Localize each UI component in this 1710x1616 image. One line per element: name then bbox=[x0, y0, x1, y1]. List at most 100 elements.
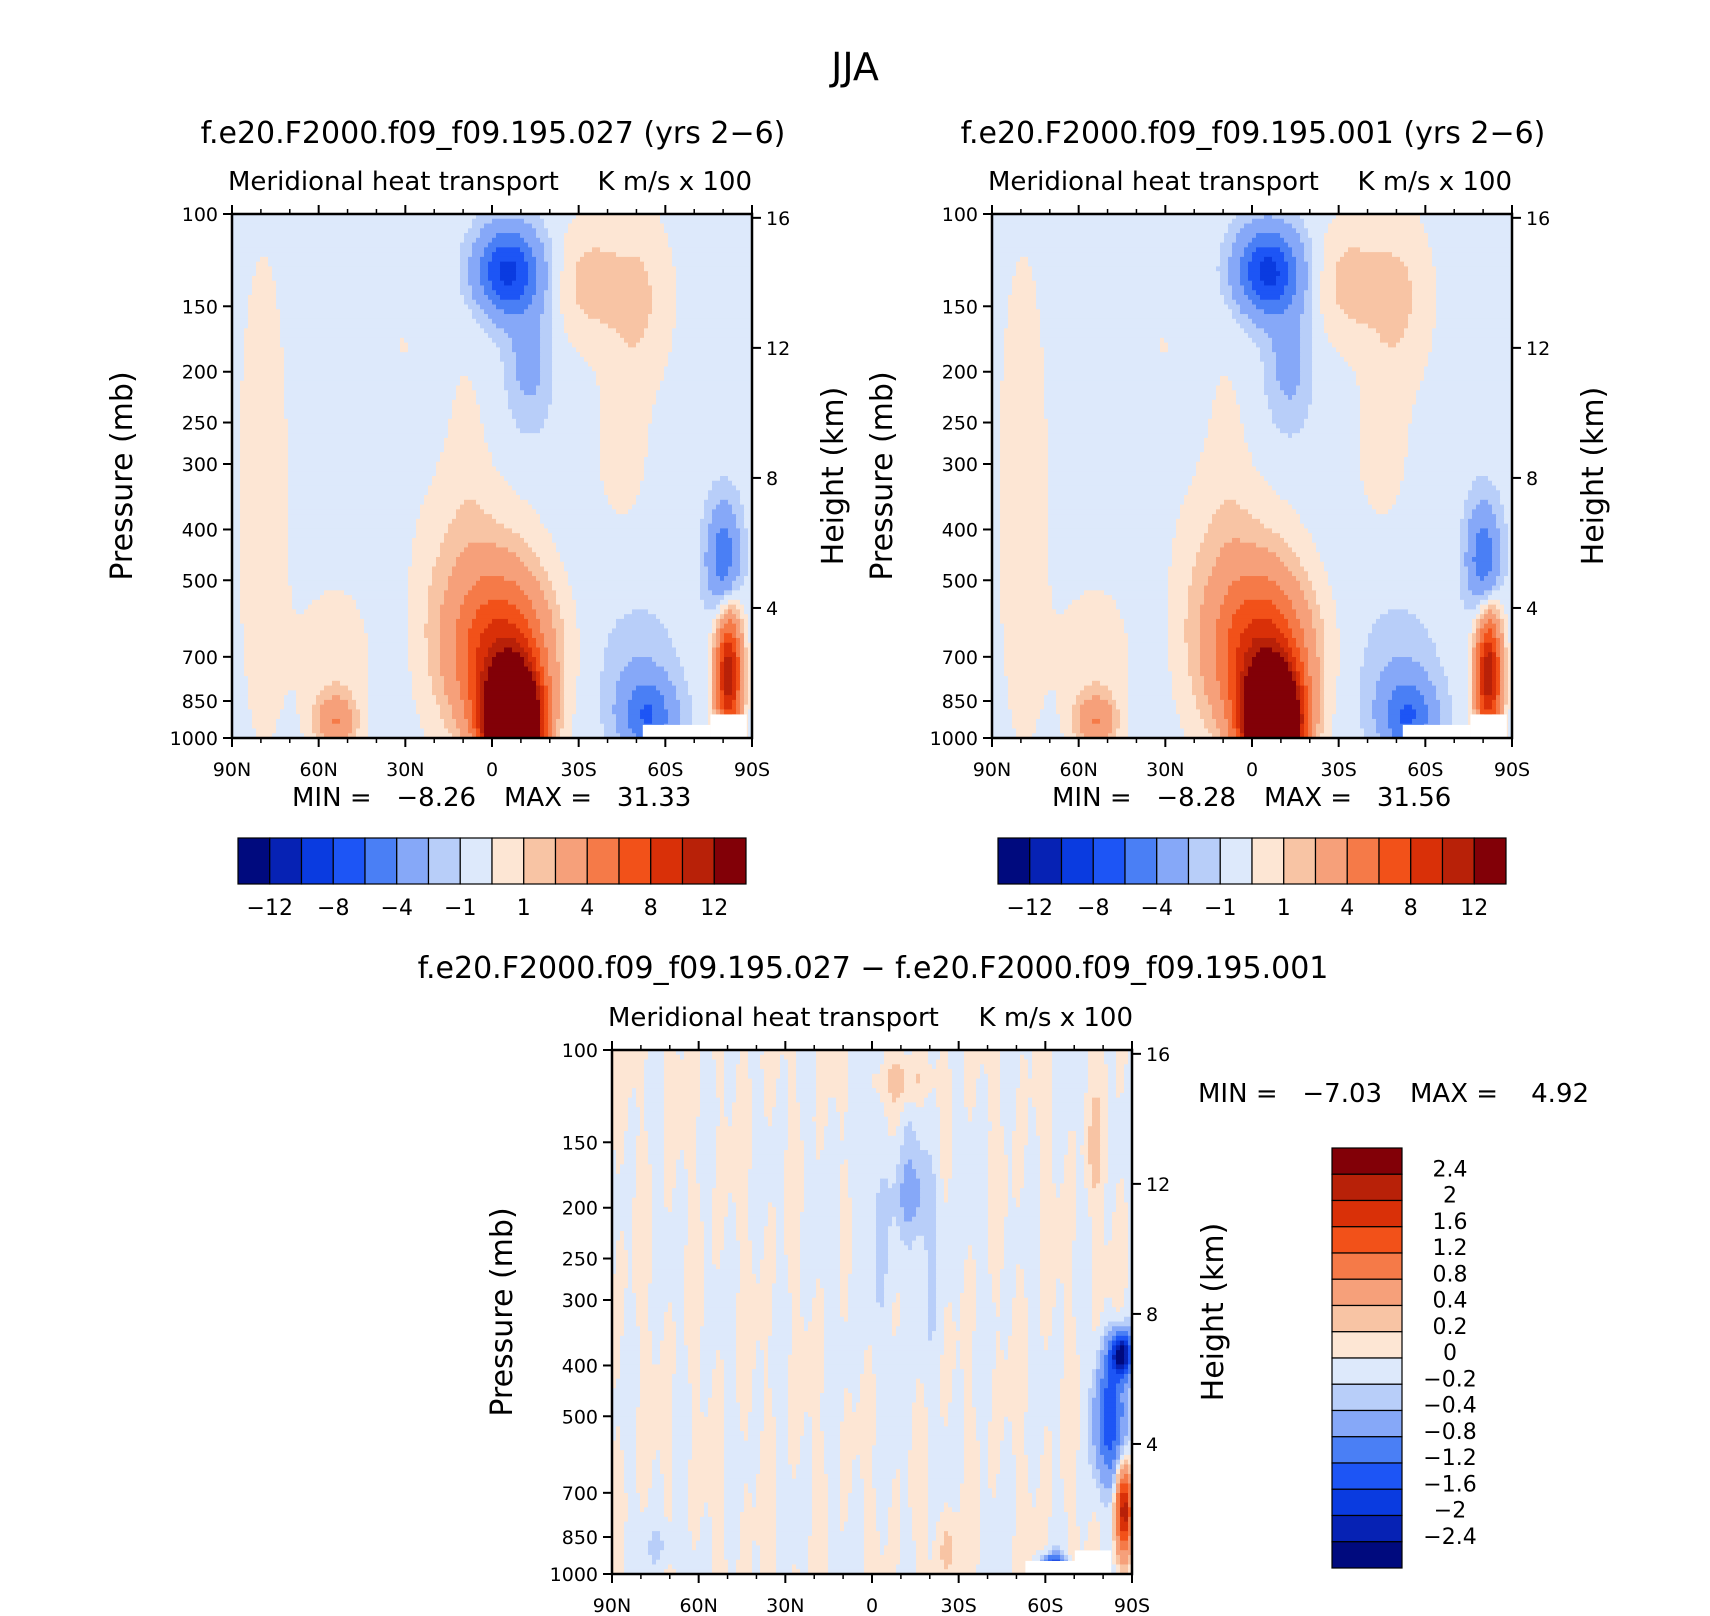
colorbar-label: 1.2 bbox=[1433, 1236, 1468, 1261]
y-tick-label: 500 bbox=[562, 1406, 598, 1428]
colorbar-box bbox=[396, 837, 430, 885]
y-tick-label: 300 bbox=[562, 1290, 598, 1312]
colorbar-label: −1.2 bbox=[1423, 1446, 1476, 1471]
colorbar-label: −12 bbox=[1007, 896, 1053, 921]
colorbar-box bbox=[523, 837, 557, 885]
colorbar-box bbox=[1092, 837, 1126, 885]
colorbar-box bbox=[1410, 837, 1444, 885]
colorbar-label: 8 bbox=[644, 896, 658, 921]
colorbar-box bbox=[491, 837, 525, 885]
x-tick-label: 60S bbox=[647, 759, 683, 781]
panel-1-max-label: MAX = 31.33 bbox=[504, 783, 691, 813]
panel-2-subtitle-left: Meridional heat transport bbox=[988, 167, 1319, 197]
x-tick-label: 60N bbox=[299, 759, 337, 781]
colorbar-box bbox=[1331, 1514, 1403, 1543]
colorbar-box bbox=[1331, 1436, 1403, 1464]
y-tick-label: 200 bbox=[942, 362, 978, 384]
colorbar-label: −1 bbox=[1204, 896, 1236, 921]
colorbar-label: 0.8 bbox=[1433, 1262, 1468, 1287]
y-tick-label: 400 bbox=[182, 519, 218, 541]
panel-3-subtitle-left: Meridional heat transport bbox=[608, 1003, 939, 1033]
panel-2: f.e20.F2000.f09_f09.195.001 (yrs 2−6) Me… bbox=[865, 116, 1611, 921]
colorbar-box bbox=[1441, 837, 1475, 885]
colorbar-box bbox=[1124, 837, 1158, 885]
panel-1-subtitle-left: Meridional heat transport bbox=[228, 167, 559, 197]
y-tick-label: 700 bbox=[562, 1483, 598, 1505]
colorbar-label: −2 bbox=[1434, 1499, 1466, 1524]
colorbar-box bbox=[1331, 1226, 1403, 1254]
y-right-tick-label: 12 bbox=[766, 338, 790, 360]
panel-1-title: f.e20.F2000.f09_f09.195.027 (yrs 2−6) bbox=[201, 116, 786, 151]
y-tick-label: 250 bbox=[182, 413, 218, 435]
y-tick-label: 300 bbox=[942, 454, 978, 476]
colorbar-box bbox=[1331, 1409, 1403, 1438]
panel-3-ylabel-right: Height (km) bbox=[1196, 1223, 1231, 1402]
panel-2-subtitle-right: K m/s x 100 bbox=[1358, 167, 1513, 197]
colorbar-box bbox=[1331, 1252, 1403, 1280]
y-tick-label: 250 bbox=[562, 1249, 598, 1271]
colorbar-label: −12 bbox=[247, 896, 293, 921]
colorbar-label: −1.6 bbox=[1423, 1472, 1476, 1497]
colorbar-box bbox=[650, 837, 684, 885]
colorbar-box bbox=[1331, 1488, 1403, 1517]
panel-1: f.e20.F2000.f09_f09.195.027 (yrs 2−6) Me… bbox=[105, 116, 851, 921]
y-tick-label: 500 bbox=[182, 570, 218, 592]
colorbar-box bbox=[427, 837, 461, 885]
panel-2-axes: 90N 60N 30N 0 30S 60S 90S 100 150 200 250 300 400 500… bbox=[930, 204, 1551, 781]
colorbar-label: −4 bbox=[1141, 896, 1173, 921]
colorbar-box bbox=[1060, 837, 1094, 885]
colorbar-label: 2 bbox=[1443, 1184, 1457, 1209]
y-tick-label: 850 bbox=[942, 691, 978, 713]
colorbar-label: 4 bbox=[1340, 896, 1354, 921]
colorbar-box bbox=[1331, 1304, 1403, 1333]
colorbar-label: 4 bbox=[580, 896, 594, 921]
panel-2-colorbar: −12 −8 −4 −1 1 4 8 12 bbox=[997, 837, 1507, 921]
colorbar-box bbox=[1331, 1462, 1403, 1490]
colorbar-label: −4 bbox=[381, 896, 413, 921]
x-tick-label: 90N bbox=[213, 759, 251, 781]
y-right-tick-label: 16 bbox=[1526, 208, 1550, 230]
panel-2-ylabel-right: Height (km) bbox=[1576, 387, 1611, 566]
x-tick-label: 60N bbox=[679, 1595, 717, 1616]
colorbar-label: 1 bbox=[517, 896, 531, 921]
colorbar-box bbox=[1156, 837, 1190, 885]
panel-3-ylabel: Pressure (mb) bbox=[485, 1207, 520, 1416]
x-tick-label: 90N bbox=[593, 1595, 631, 1616]
y-right-tick-label: 16 bbox=[1146, 1044, 1170, 1066]
panel-3-plot bbox=[612, 1050, 1133, 1577]
colorbar-box bbox=[459, 837, 493, 885]
missing-data-mask bbox=[710, 714, 747, 741]
y-right-tick-label: 4 bbox=[766, 598, 778, 620]
y-right-tick-label: 12 bbox=[1146, 1174, 1170, 1196]
y-right-tick-label: 4 bbox=[1526, 598, 1538, 620]
x-tick-label: 90S bbox=[734, 759, 770, 781]
y-tick-label: 300 bbox=[182, 454, 218, 476]
colorbar-box bbox=[681, 837, 715, 885]
y-right-tick-label: 8 bbox=[1526, 468, 1538, 490]
colorbar-box bbox=[237, 837, 271, 885]
colorbar-box bbox=[1251, 837, 1285, 885]
x-tick-label: 0 bbox=[866, 1595, 878, 1616]
colorbar-box bbox=[1331, 1199, 1403, 1228]
colorbar-box bbox=[1029, 837, 1063, 885]
missing-data-mask bbox=[1025, 1560, 1078, 1577]
panel-2-plot bbox=[992, 214, 1513, 741]
missing-data-mask bbox=[1470, 714, 1507, 741]
y-tick-label: 150 bbox=[182, 296, 218, 318]
y-right-tick-label: 8 bbox=[766, 468, 778, 490]
y-tick-label: 850 bbox=[562, 1527, 598, 1549]
y-tick-label: 150 bbox=[942, 296, 978, 318]
x-tick-label: 30S bbox=[561, 759, 597, 781]
colorbar-label: 12 bbox=[700, 896, 728, 921]
colorbar-label: −0.2 bbox=[1423, 1367, 1476, 1392]
y-right-tick-label: 16 bbox=[766, 208, 790, 230]
y-tick-label: 100 bbox=[562, 1040, 598, 1062]
x-tick-label: 60S bbox=[1027, 1595, 1063, 1616]
panel-2-min-label: MIN = −8.28 bbox=[1052, 783, 1236, 813]
colorbar-label: −0.8 bbox=[1423, 1420, 1476, 1445]
panel-1-plot bbox=[232, 214, 753, 741]
x-tick-label: 60S bbox=[1407, 759, 1443, 781]
panel-3-axes: 90N 60N 30N 0 30S 60S 90S 100 150 200 250 300 400 500… bbox=[550, 1040, 1171, 1616]
colorbar-box bbox=[332, 837, 366, 885]
